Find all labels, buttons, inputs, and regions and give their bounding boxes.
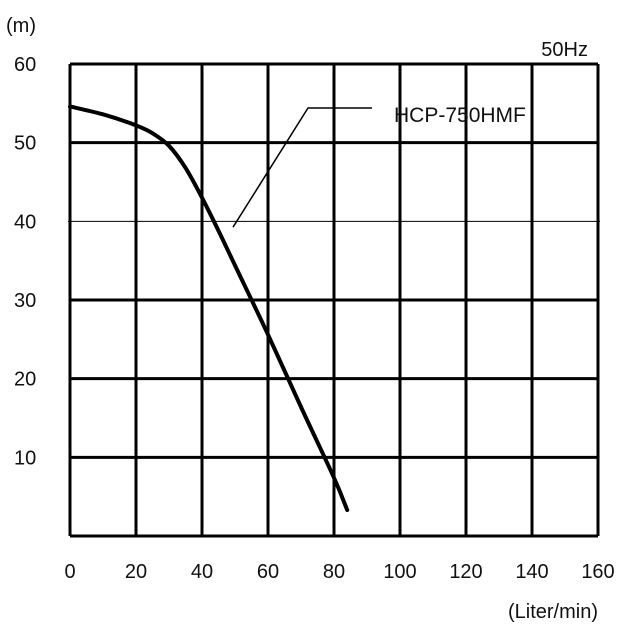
y-tick-label: 30 — [14, 290, 36, 312]
y-tick-label: 10 — [14, 447, 36, 469]
x-tick-label: 60 — [257, 561, 279, 583]
frequency-label: 50Hz — [541, 39, 588, 61]
x-tick-label: 40 — [191, 561, 213, 583]
y-tick-label: 50 — [14, 133, 36, 155]
annotations: HCP-750HMF — [232, 104, 526, 228]
axes: 0 20 40 60 80 100 120 140 160 10 20 30 40 50 60 — [14, 54, 615, 583]
annotation-leader-line — [232, 107, 372, 228]
y-tick-label: 20 — [14, 369, 36, 391]
series — [68, 104, 350, 513]
x-tick-label: 140 — [515, 561, 548, 583]
x-tick-label: 160 — [581, 561, 614, 583]
y-tick-label: 40 — [14, 211, 36, 233]
series-line — [68, 104, 350, 513]
y-tick-label: 60 — [14, 54, 36, 76]
y-axis-unit-label: (m) — [6, 15, 36, 37]
x-tick-label: 120 — [449, 561, 482, 583]
x-axis-unit-label: (Liter/min) — [508, 601, 598, 623]
grid — [68, 62, 600, 538]
x-tick-label: 100 — [383, 561, 416, 583]
series-label: HCP-750HMF — [394, 104, 526, 127]
x-tick-label: 0 — [64, 561, 75, 583]
x-tick-label: 20 — [125, 561, 147, 583]
x-tick-label: 80 — [323, 561, 345, 583]
